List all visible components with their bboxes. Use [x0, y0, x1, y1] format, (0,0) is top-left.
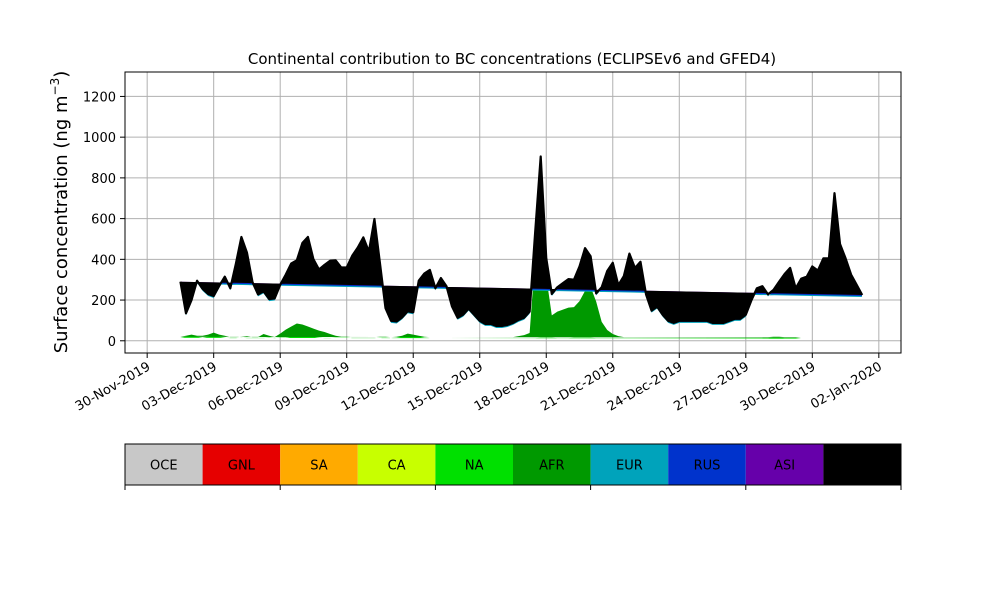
y-axis-ticks: 0 200 400 600 800 1000 1200 — [83, 90, 125, 350]
plot-frame — [124, 71, 902, 354]
y-axis-label-close: ) — [51, 71, 72, 78]
x-tick-label: 30-Dec-2019 — [738, 359, 818, 414]
legend-label-asi: ASI — [774, 459, 795, 474]
legend-label-rus: RUS — [694, 459, 721, 474]
region-colorbar-legend: OCE GNL SA CA NA AFR EUR RUS ASI AUS — [124, 443, 902, 490]
legend-label-na: NA — [465, 459, 484, 474]
legend-label-gnl: GNL — [228, 459, 256, 474]
y-tick-label: 600 — [91, 213, 116, 228]
legend-swatch-afr — [513, 444, 591, 485]
y-axis-label-text: Surface concentration (ng m — [51, 95, 72, 353]
area-na — [180, 334, 863, 339]
y-tick-label: 800 — [91, 172, 116, 187]
legend-swatch-oce — [125, 444, 203, 485]
legend-swatch-na — [435, 444, 513, 485]
colorbar-frame — [124, 443, 902, 486]
legend-swatch-eur — [590, 444, 669, 485]
legend-swatch-gnl — [202, 444, 281, 485]
y-axis-label-exponent: −3 — [48, 78, 62, 96]
legend-label-ca: CA — [388, 459, 406, 474]
y-tick-label: 1000 — [83, 131, 116, 146]
y-tick-label: 1200 — [83, 90, 116, 105]
y-tick-label: 200 — [91, 294, 116, 309]
area-aus — [180, 156, 863, 326]
x-tick-label: 02-Jan-2020 — [808, 359, 885, 412]
legend-label-afr: AFR — [539, 459, 564, 474]
legend-label-oce: OCE — [150, 459, 178, 474]
total-concentration-line — [179, 155, 864, 328]
x-axis-ticks: 30-Nov-201903-Dec-201906-Dec-201909-Dec-… — [73, 353, 885, 415]
legend-swatch-sa — [280, 444, 358, 485]
legend-label-sa: SA — [310, 459, 327, 474]
y-axis-label: Surface concentration (ng m−3) — [48, 71, 72, 354]
legend-swatch-aus — [823, 444, 901, 485]
legend-label-eur: EUR — [616, 459, 643, 474]
legend-label-aus: AUS — [849, 459, 876, 474]
legend-swatch-rus — [668, 444, 746, 485]
stacked-areas — [180, 156, 863, 339]
y-tick-label: 400 — [91, 253, 116, 268]
y-tick-label: 0 — [108, 335, 116, 350]
legend-swatch-asi — [745, 444, 824, 485]
legend-swatch-ca — [357, 444, 436, 485]
chart-title: Continental contribution to BC concentra… — [248, 50, 776, 68]
